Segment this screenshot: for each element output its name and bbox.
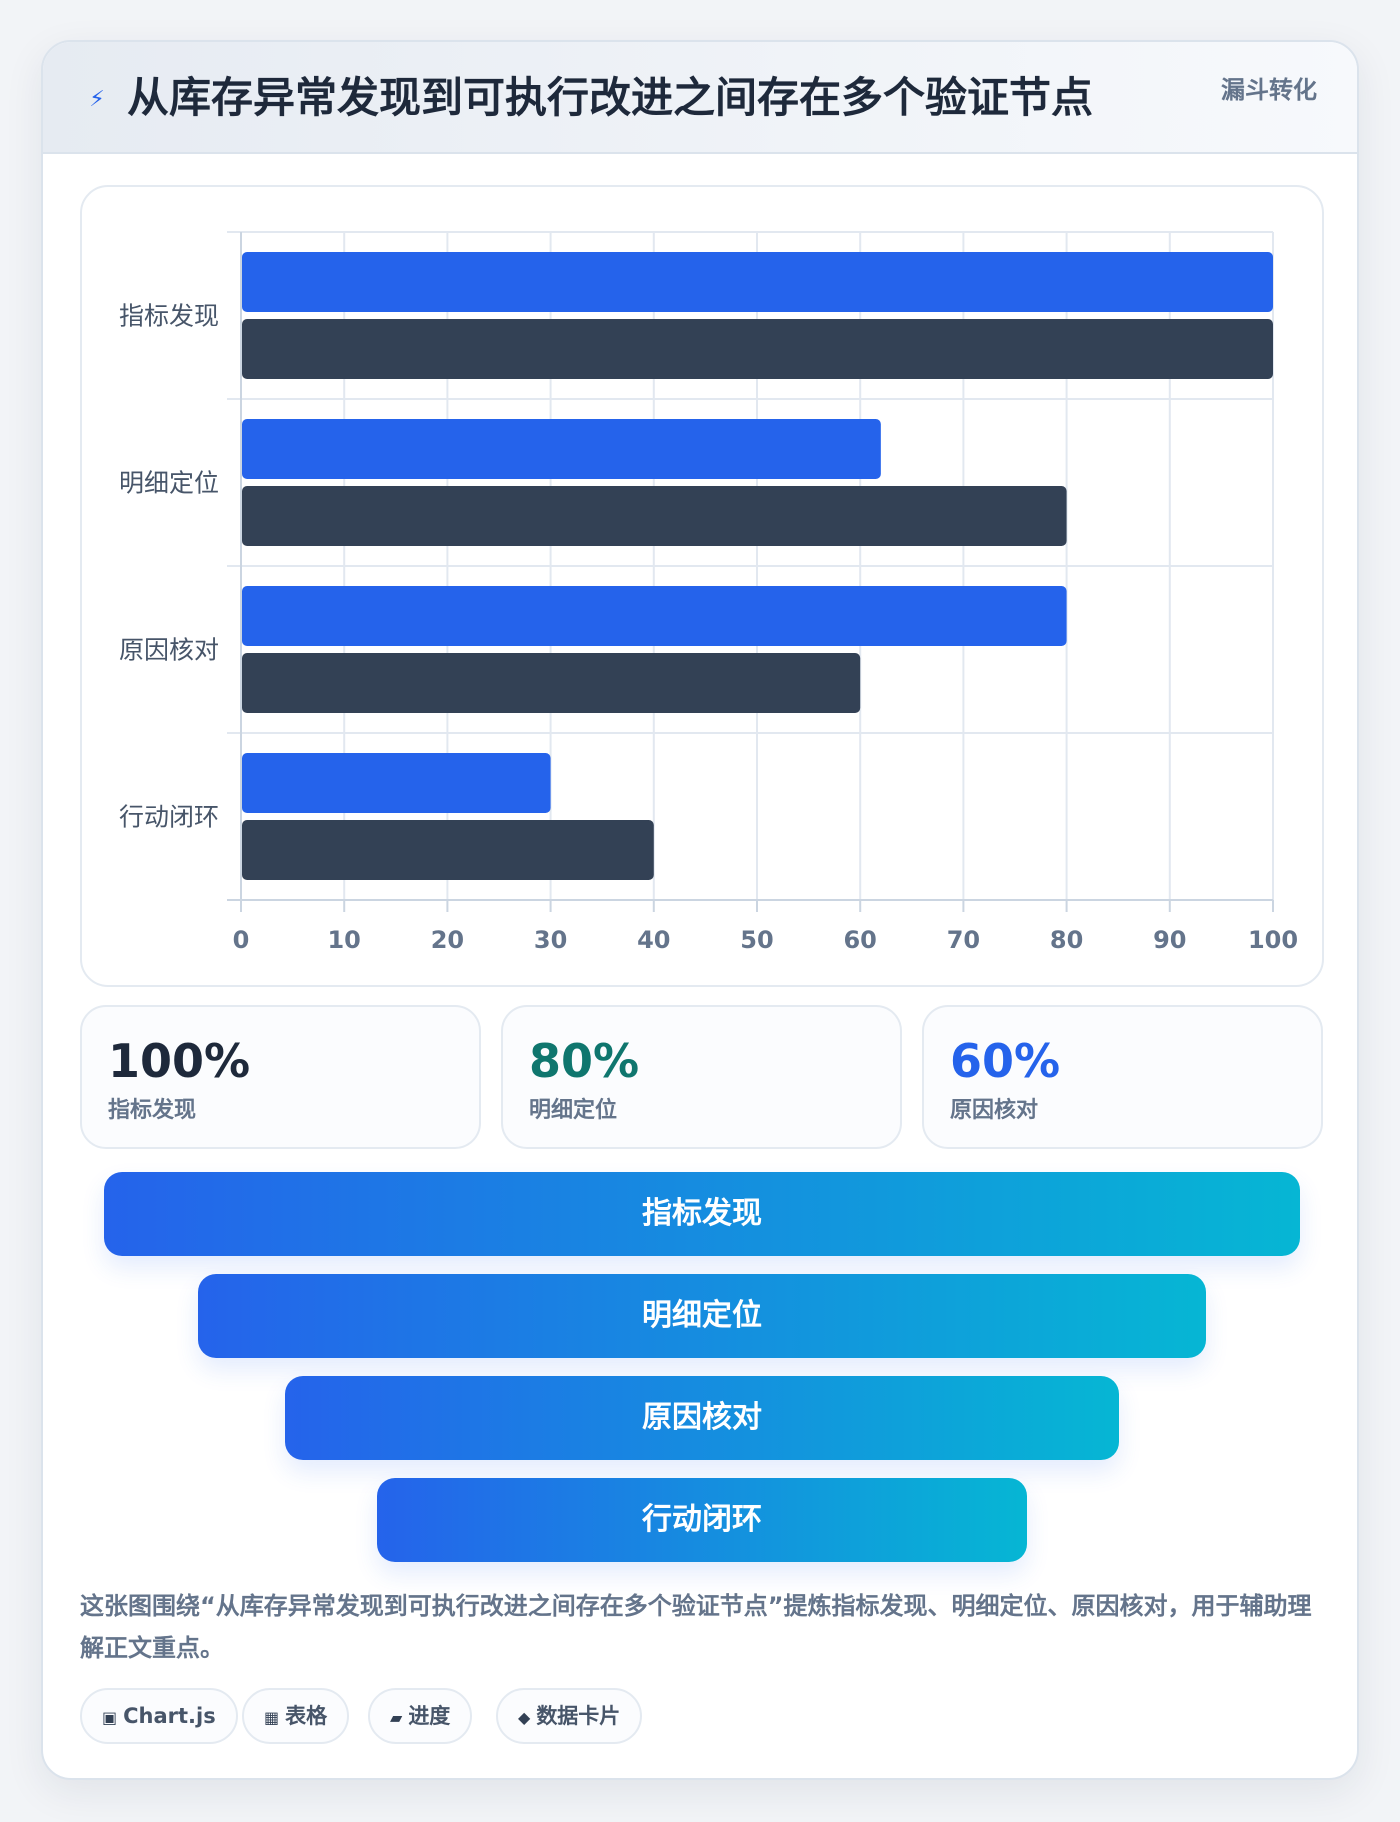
x-tick-label: 40 [637,926,670,954]
bar-series-a [242,252,1273,312]
tag-label: Chart.js [123,1704,216,1728]
stat-value: 80% [529,1034,640,1088]
bar-chart-panel: 0 10 20 30 40 50 60 70 80 90 100 指标发现明细定位原因核对行动闭环 [80,185,1324,987]
x-tick-label: 70 [947,926,980,954]
x-tick-label: 90 [1153,926,1186,954]
x-tick-label: 60 [843,926,876,954]
stat-card: 80% 明细定位 [501,1005,902,1149]
tag-data-card[interactable]: ◆ 数据卡片 [496,1688,643,1744]
funnel-stage: 指标发现 [104,1172,1300,1256]
x-tick-label: 50 [740,926,773,954]
x-tick-label: 0 [233,926,250,954]
bar-series-b [242,319,1273,379]
page-title: 从库存异常发现到可执行改进之间存在多个验证节点 [127,73,1094,122]
stat-label: 明细定位 [529,1098,618,1123]
tag-table[interactable]: ▦ 表格 [242,1688,350,1744]
y-category-label: 原因核对 [119,636,219,665]
stat-label: 指标发现 [108,1098,197,1123]
bar-series-b [242,820,654,880]
y-category-label: 行动闭环 [119,803,219,832]
chart-description: 这张图围绕“从库存异常发现到可执行改进之间存在多个验证节点”提炼指标发现、明细定… [80,1592,1312,1662]
stat-card: 60% 原因核对 [922,1005,1323,1149]
funnel-stage: 原因核对 [285,1376,1119,1460]
x-tick-label: 30 [534,926,567,954]
bar-series-a [242,586,1067,646]
stat-card: 100% 指标发现 [80,1005,481,1149]
funnel-stage: 明细定位 [197,1274,1207,1358]
x-tick-label: 10 [327,926,360,954]
tag-label: 数据卡片 [536,1704,621,1728]
bar-series-b [242,653,861,713]
funnel-stage: 行动闭环 [377,1478,1027,1562]
bar-series-a [242,419,881,479]
chart-card: ⚡ 从库存异常发现到可执行改进之间存在多个验证节点 漏斗转化 0 10 20 30 40… [41,40,1359,1780]
x-tick-label: 80 [1050,926,1083,954]
y-category-label: 指标发现 [119,302,219,331]
y-category-label: 明细定位 [119,469,219,498]
table-icon: ▦ [264,1708,280,1727]
funnel: 指标发现 明细定位 原因核对 行动闭环 [43,1172,1357,1572]
bar-series-a [242,753,551,813]
progress-icon: ▰ [390,1708,403,1727]
stat-value: 60% [950,1034,1061,1088]
stat-label: 原因核对 [950,1098,1039,1123]
x-tick-label: 20 [431,926,464,954]
chart-type-tag: 漏斗转化 [1221,76,1317,104]
tag-label: 进度 [408,1704,451,1728]
tag-chartjs[interactable]: ▣ Chart.js [80,1688,238,1744]
bolt-icon: ⚡ [89,87,105,112]
chart-icon: ▣ [102,1708,118,1727]
tag-progress[interactable]: ▰ 进度 [368,1688,473,1744]
bar-series-b [242,486,1067,546]
tag-label: 表格 [285,1704,328,1728]
diamond-icon: ◆ [518,1708,531,1727]
stat-value: 100% [108,1034,251,1088]
card-header: ⚡ 从库存异常发现到可执行改进之间存在多个验证节点 漏斗转化 [43,42,1357,154]
x-tick-label: 100 [1248,926,1298,954]
stat-cards: 100% 指标发现 80% 明细定位 60% 原因核对 [80,1005,1324,1149]
